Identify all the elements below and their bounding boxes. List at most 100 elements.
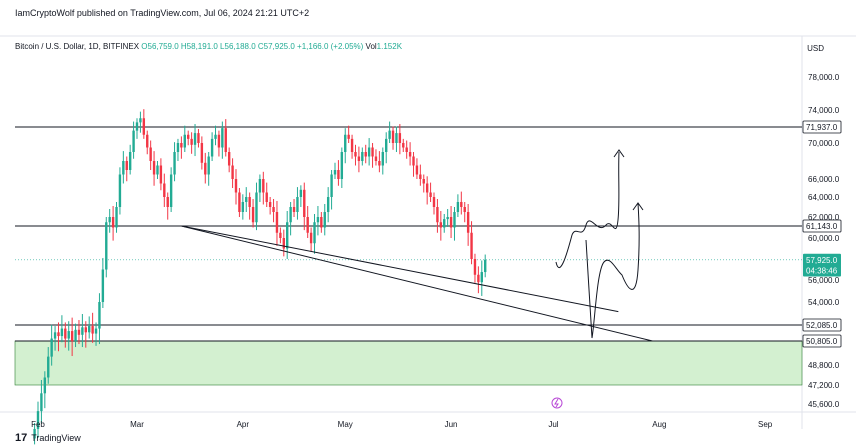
candle-body — [135, 122, 139, 131]
tradingview-brand: TradingView — [31, 433, 81, 443]
candle-body — [303, 189, 306, 217]
candle-body — [77, 329, 81, 335]
projection-arrow-dip — [632, 202, 644, 211]
x-tick-label: Mar — [130, 420, 144, 429]
candle-body — [330, 174, 333, 197]
candle-body — [381, 152, 384, 166]
candle-body — [364, 152, 367, 157]
y-tick-label: 48,800.0 — [808, 361, 840, 370]
demand-zone — [14, 340, 803, 386]
x-tick-label: May — [338, 420, 353, 429]
candle-body — [296, 197, 299, 212]
projection-path-dip — [585, 202, 640, 339]
candle-body — [166, 197, 169, 207]
candle-body — [320, 217, 323, 228]
candle-body — [470, 232, 473, 259]
candle-body — [258, 179, 262, 193]
candle-body — [422, 179, 425, 184]
candle-body — [91, 326, 94, 334]
candle-body — [449, 217, 453, 228]
candle-body — [200, 143, 204, 163]
candle-body — [187, 134, 190, 139]
candle-body — [81, 327, 84, 335]
x-tick-label: Feb — [31, 420, 45, 429]
lightning-glyph-icon — [554, 398, 559, 408]
candle-body — [125, 161, 128, 170]
candle-body — [101, 269, 105, 302]
candle-body — [40, 393, 43, 412]
x-tick-label: Jul — [548, 420, 558, 429]
candle-body — [316, 217, 320, 223]
x-tick-label: Sep — [758, 420, 773, 429]
close-value: C57,925.0 — [257, 42, 295, 51]
candle-body — [70, 331, 74, 342]
y-tick-label: 60,000.0 — [808, 234, 840, 243]
price-label: 61,143.0 — [806, 222, 838, 231]
candle-body — [190, 138, 193, 145]
candle-body — [374, 156, 378, 161]
candle-body — [299, 189, 303, 197]
candle-body — [53, 332, 57, 339]
candle-body — [367, 147, 371, 157]
candle-body — [221, 128, 224, 148]
candle-body — [197, 133, 200, 143]
candle-body — [313, 222, 316, 244]
y-tick-label: 47,200.0 — [808, 381, 840, 390]
candle-body — [289, 207, 292, 223]
volume-label: Vol — [365, 42, 377, 51]
high-value: H58,191.0 — [180, 42, 218, 51]
candle-body — [169, 174, 173, 207]
candle-body — [357, 156, 361, 161]
candle-body — [43, 377, 47, 394]
x-tick-label: Apr — [237, 420, 250, 429]
candle-body — [466, 212, 470, 233]
candle-body — [350, 138, 354, 152]
candle-body — [443, 219, 446, 228]
candle-body — [425, 183, 429, 193]
candle-body — [361, 152, 364, 161]
candle-body — [412, 156, 415, 166]
projection-path-up — [555, 151, 620, 269]
candle-body — [439, 222, 443, 228]
y-tick-label: 45,600.0 — [808, 400, 840, 409]
symbol-info: Bitcoin / U.S. Dollar, 1D, BITFINEX O56,… — [15, 42, 402, 51]
price-label: 71,937.0 — [806, 123, 838, 132]
candle-body — [156, 165, 159, 175]
y-tick-label: 62,000.0 — [808, 213, 840, 222]
candle-body — [173, 152, 176, 175]
publisher-line: IamCryptoWolf published on TradingView.c… — [15, 8, 310, 18]
candle-body — [193, 133, 197, 145]
candle-body — [436, 207, 439, 223]
candle-body — [241, 202, 245, 212]
candle-body — [408, 152, 412, 157]
candle-body — [385, 138, 388, 152]
candle-body — [132, 130, 135, 152]
candle-body — [265, 192, 268, 202]
candle-body — [306, 217, 309, 233]
candle-body — [67, 331, 70, 339]
volume-value: 1.152K — [376, 42, 403, 51]
candle-body — [224, 128, 227, 152]
low-value: L56,188.0 — [220, 42, 256, 51]
tradingview-footer: 17 TradingView — [15, 432, 81, 444]
candle-body — [354, 152, 357, 157]
candle-body — [108, 217, 111, 223]
candle-body — [111, 217, 115, 228]
candle-body — [122, 161, 125, 175]
change-value: +1,166.0 (+2.05%) — [297, 42, 364, 51]
candle-body — [344, 134, 347, 152]
candle-body — [272, 207, 275, 212]
candle-body — [204, 162, 207, 175]
candle-body — [88, 326, 91, 333]
candle-body — [268, 202, 272, 207]
candle-body — [57, 332, 60, 337]
candle-body — [105, 222, 108, 270]
candle-body — [292, 207, 296, 212]
candle-body — [118, 174, 122, 207]
candle-body — [98, 302, 101, 329]
candle-body — [333, 170, 337, 175]
y-tick-label: 74,000.0 — [808, 106, 840, 115]
candle-body — [149, 147, 152, 161]
candle-body — [405, 147, 408, 152]
